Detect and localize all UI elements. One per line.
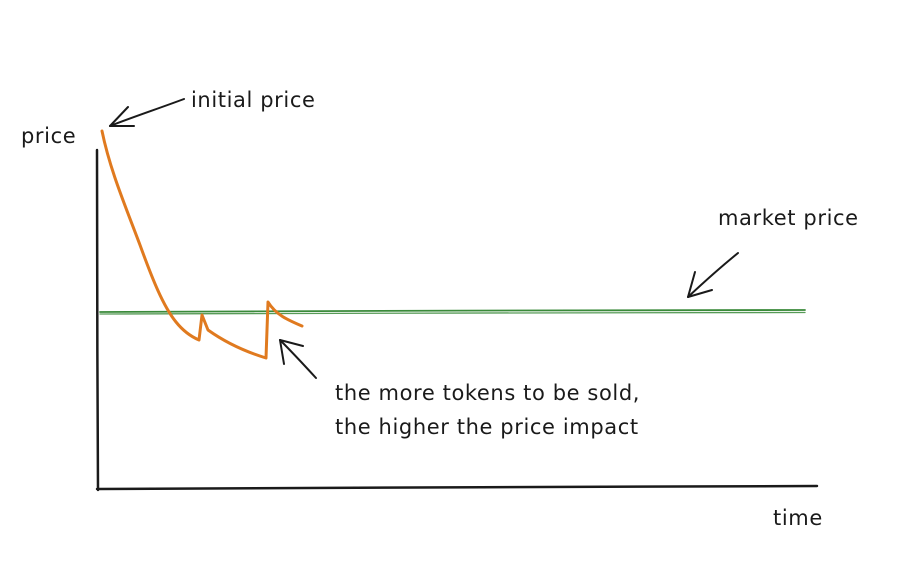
price-curve [100,129,304,360]
y-axis-label: price [21,124,76,148]
x-axis-label: time [773,506,823,530]
x-axis [95,484,819,491]
market-price-line-overstroke [99,311,806,315]
price-impact-note-line1: the more tokens to be sold, [335,381,640,405]
market-price-line [99,309,806,313]
market-price-label: market price [718,206,859,230]
initial-price-label: initial price [191,88,316,112]
market-price-arrow [687,252,739,298]
price-impact-note-line2: the higher the price impact [335,415,639,439]
initial-price-arrow [109,98,185,127]
y-axis [95,148,100,492]
price-impact-arrow [279,339,317,379]
